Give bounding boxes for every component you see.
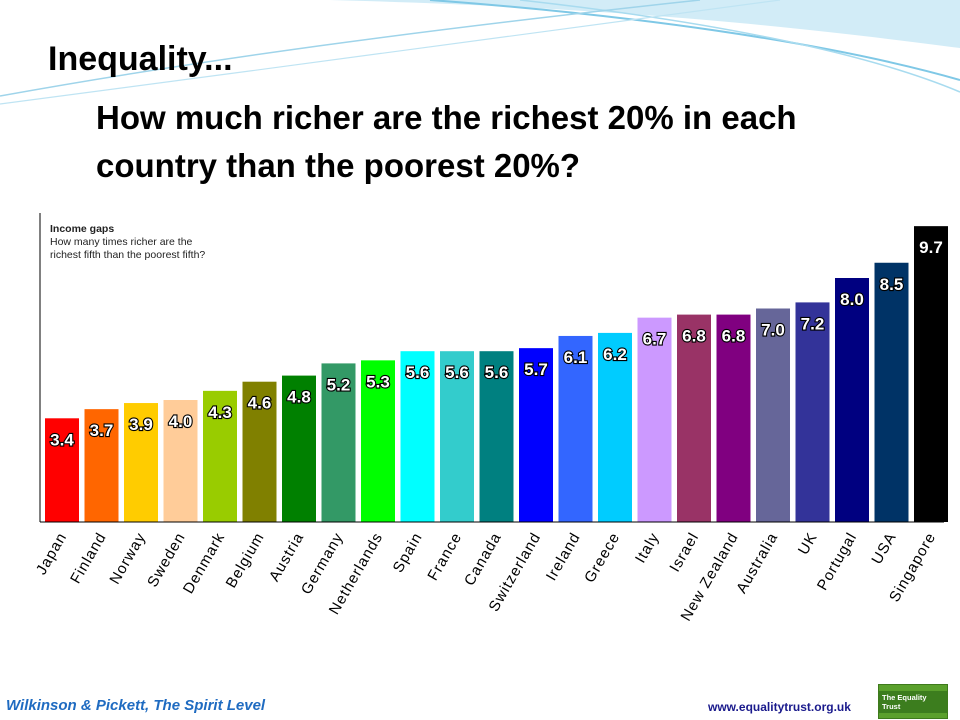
bar-france bbox=[440, 351, 474, 522]
category-label-israel: Israel bbox=[666, 530, 702, 575]
bar-ireland bbox=[558, 335, 593, 522]
value-label-finland: 3.7 bbox=[90, 421, 114, 440]
chart-title: Income gaps bbox=[50, 223, 115, 235]
bar-israel bbox=[677, 314, 711, 522]
value-label-greece: 6.2 bbox=[603, 345, 627, 364]
bar-austria bbox=[282, 375, 316, 522]
bar-portugal bbox=[835, 278, 869, 522]
category-label-portugal: Portugal bbox=[814, 530, 861, 594]
category-label-canada: Canada bbox=[461, 530, 505, 589]
category-label-japan: Japan bbox=[33, 530, 71, 578]
category-label-austria: Austria bbox=[266, 530, 308, 585]
category-label-greece: Greece bbox=[581, 530, 623, 586]
slide-title: Inequality... bbox=[48, 40, 233, 78]
bar-canada bbox=[479, 351, 514, 522]
category-label-norway: Norway bbox=[106, 530, 149, 588]
bar-sweden bbox=[163, 400, 198, 522]
slide-subtitle: How much richer are the richest 20% in e… bbox=[96, 99, 797, 184]
bar-netherlands bbox=[361, 360, 395, 522]
value-label-israel: 6.8 bbox=[682, 327, 706, 346]
category-label-france: France bbox=[424, 530, 465, 584]
bar-norway bbox=[124, 403, 158, 522]
category-labels-group: JapanFinlandNorwaySwedenDenmarkBelgiumAu… bbox=[33, 530, 940, 625]
category-label-usa: USA bbox=[868, 530, 900, 568]
category-label-uk: UK bbox=[795, 530, 821, 558]
value-label-netherlands: 5.3 bbox=[366, 372, 390, 391]
value-label-ireland: 6.1 bbox=[564, 348, 588, 367]
bars-group bbox=[45, 226, 948, 522]
bar-australia bbox=[756, 308, 790, 522]
value-label-belgium: 4.6 bbox=[248, 394, 272, 413]
bar-usa bbox=[874, 262, 909, 522]
value-label-japan: 3.4 bbox=[50, 430, 74, 449]
value-label-spain: 5.6 bbox=[406, 363, 430, 382]
category-label-italy: Italy bbox=[632, 530, 663, 567]
category-label-spain: Spain bbox=[390, 530, 426, 576]
value-label-portugal: 8.0 bbox=[840, 290, 864, 309]
value-label-france: 5.6 bbox=[445, 363, 469, 382]
bar-uk bbox=[795, 302, 830, 522]
chart-legend-box: Income gaps How many times richer are th… bbox=[50, 223, 210, 262]
value-label-sweden: 4.0 bbox=[169, 412, 193, 431]
bar-greece bbox=[598, 332, 632, 522]
bar-switzerland bbox=[519, 348, 553, 522]
bar-belgium bbox=[242, 381, 277, 522]
bar-italy bbox=[637, 317, 672, 522]
bar-singapore bbox=[914, 226, 948, 522]
value-label-uk: 7.2 bbox=[801, 314, 825, 333]
value-label-australia: 7.0 bbox=[761, 321, 785, 340]
value-label-germany: 5.2 bbox=[327, 375, 351, 394]
chart-subtitle: How many times richer are the richest fi… bbox=[50, 236, 206, 261]
value-label-italy: 6.7 bbox=[643, 330, 667, 349]
income-gap-bar-chart: 3.4 3.7 3.9 4.0 4.3 4.6 4.8 5.2 5.3 5.6 5.6 5.6 5.7 6… bbox=[33, 213, 948, 625]
footer-url-link[interactable]: www.equalitytrust.org.uk bbox=[708, 700, 851, 714]
category-label-belgium: Belgium bbox=[223, 530, 268, 592]
equality-trust-logo: The Equality Trust bbox=[878, 684, 948, 719]
category-label-finland: Finland bbox=[67, 530, 110, 587]
value-label-austria: 4.8 bbox=[287, 388, 311, 407]
value-label-denmark: 4.3 bbox=[208, 403, 232, 422]
bar-germany bbox=[321, 363, 356, 522]
value-label-usa: 8.5 bbox=[880, 275, 904, 294]
footer-source: Wilkinson & Pickett, The Spirit Level bbox=[6, 697, 266, 714]
category-label-ireland: Ireland bbox=[543, 530, 584, 584]
bar-denmark bbox=[203, 390, 237, 522]
bar-spain bbox=[400, 351, 435, 522]
value-label-canada: 5.6 bbox=[485, 363, 509, 382]
value-label-singapore: 9.7 bbox=[919, 238, 943, 257]
value-label-norway: 3.9 bbox=[129, 415, 153, 434]
value-labels-group: 3.4 3.7 3.9 4.0 4.3 4.6 4.8 5.2 5.3 5.6 5.6 5.6 5.7 6… bbox=[49, 237, 944, 450]
bar-japan bbox=[45, 418, 79, 522]
bar-new-zealand bbox=[716, 314, 751, 522]
header-swoosh bbox=[0, 0, 960, 105]
value-label-switzerland: 5.7 bbox=[524, 360, 548, 379]
category-label-sweden: Sweden bbox=[144, 530, 189, 591]
value-label-new-zealand: 6.8 bbox=[722, 327, 746, 346]
bar-finland bbox=[84, 409, 119, 522]
logo-text: The Equality Trust bbox=[879, 690, 947, 713]
